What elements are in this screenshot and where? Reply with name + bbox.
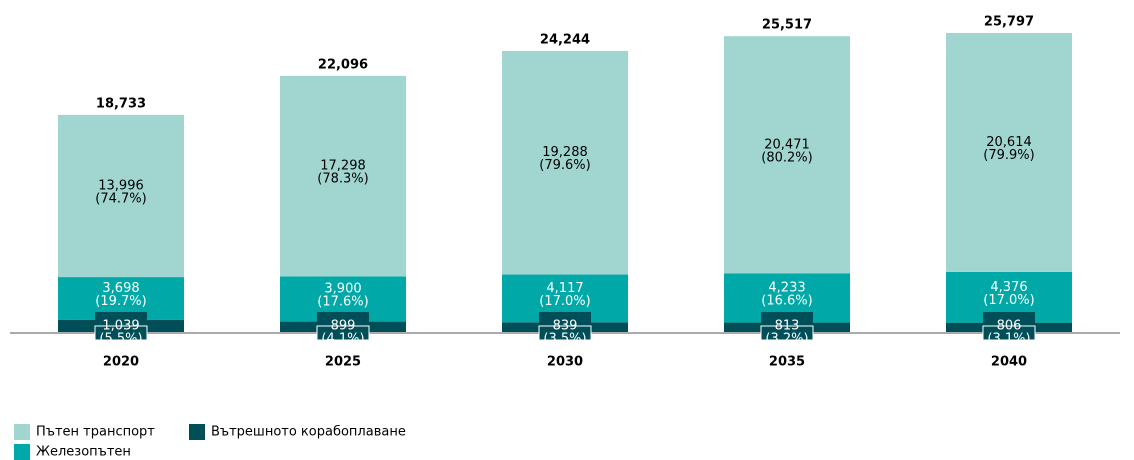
value-label: 20,471 bbox=[764, 137, 810, 152]
value-label: (79.6%) bbox=[539, 158, 590, 173]
value-label: (80.2%) bbox=[761, 150, 812, 165]
value-label: (19.7%) bbox=[95, 294, 146, 309]
legend-swatch bbox=[14, 444, 30, 460]
total-label: 22,096 bbox=[318, 57, 368, 72]
value-label: (3.5%) bbox=[543, 332, 586, 347]
value-label: (17.0%) bbox=[539, 294, 590, 309]
value-label: 806 bbox=[997, 319, 1022, 334]
x-tick-label: 2025 bbox=[325, 355, 361, 370]
label-background bbox=[94, 325, 148, 341]
value-label: (74.7%) bbox=[95, 191, 146, 206]
legend-label: Пътен транспорт bbox=[36, 425, 155, 440]
value-label: 839 bbox=[553, 319, 578, 334]
legend-swatch bbox=[14, 424, 30, 440]
value-label: 1,039 bbox=[102, 319, 139, 334]
bar-segment bbox=[502, 50, 628, 275]
legend-label: Железопътен bbox=[36, 445, 131, 460]
value-label: (17.0%) bbox=[983, 293, 1034, 308]
label-background bbox=[760, 325, 814, 341]
bar-segment bbox=[280, 75, 406, 277]
value-label: 813 bbox=[775, 319, 800, 334]
value-label: 4,376 bbox=[990, 280, 1027, 295]
value-label: (3.1%) bbox=[987, 332, 1030, 347]
label-background bbox=[982, 325, 1036, 341]
value-label: (17.6%) bbox=[317, 294, 368, 309]
bar-segment bbox=[724, 36, 850, 274]
value-label: (78.3%) bbox=[317, 172, 368, 187]
legend-label: Вътрешното корабоплаване bbox=[211, 425, 406, 440]
total-label: 25,517 bbox=[762, 18, 812, 33]
x-tick-label: 2030 bbox=[547, 355, 583, 370]
label-background bbox=[95, 312, 147, 326]
label-background bbox=[316, 325, 370, 341]
label-background bbox=[317, 312, 369, 326]
value-label: 3,900 bbox=[324, 281, 361, 296]
value-label: 4,117 bbox=[546, 281, 583, 296]
legend-swatch bbox=[189, 424, 205, 440]
x-tick-label: 2020 bbox=[103, 355, 139, 370]
value-label: 899 bbox=[331, 319, 356, 334]
bar-segment bbox=[946, 32, 1072, 272]
value-label: 4,233 bbox=[768, 281, 805, 296]
total-label: 25,797 bbox=[984, 14, 1034, 29]
x-tick-label: 2035 bbox=[769, 355, 805, 370]
label-background bbox=[538, 325, 592, 341]
value-label: (79.9%) bbox=[983, 148, 1034, 163]
value-label: (16.6%) bbox=[761, 294, 812, 309]
total-label: 18,733 bbox=[96, 96, 146, 111]
value-label: 19,288 bbox=[542, 145, 588, 160]
label-background bbox=[539, 312, 591, 326]
value-label: (4.1%) bbox=[321, 332, 364, 347]
value-label: (5.5%) bbox=[99, 332, 142, 347]
value-label: 3,698 bbox=[102, 281, 139, 296]
value-label: 17,298 bbox=[320, 159, 366, 174]
value-label: 13,996 bbox=[98, 178, 144, 193]
total-label: 24,244 bbox=[540, 32, 590, 47]
x-tick-label: 2040 bbox=[991, 355, 1027, 370]
label-background bbox=[983, 312, 1035, 326]
label-background bbox=[761, 312, 813, 326]
value-label: 20,614 bbox=[986, 135, 1032, 150]
value-label: (3.2%) bbox=[765, 332, 808, 347]
bar-segment bbox=[58, 114, 184, 278]
